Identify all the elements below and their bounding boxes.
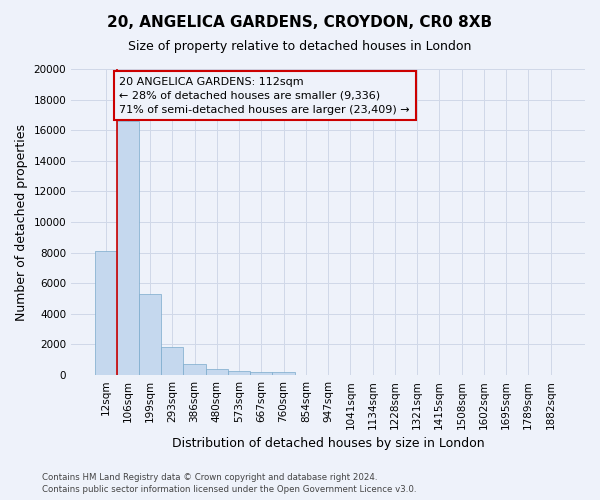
Bar bbox=[184, 364, 206, 375]
Text: Size of property relative to detached houses in London: Size of property relative to detached ho… bbox=[128, 40, 472, 53]
Bar bbox=[206, 369, 228, 375]
Bar bbox=[228, 371, 250, 375]
Text: Contains HM Land Registry data © Crown copyright and database right 2024.
Contai: Contains HM Land Registry data © Crown c… bbox=[42, 472, 416, 494]
Bar bbox=[161, 346, 184, 375]
Bar bbox=[139, 294, 161, 375]
Text: 20 ANGELICA GARDENS: 112sqm
← 28% of detached houses are smaller (9,336)
71% of : 20 ANGELICA GARDENS: 112sqm ← 28% of det… bbox=[119, 76, 410, 114]
Bar bbox=[95, 251, 117, 375]
Bar bbox=[117, 121, 139, 375]
Bar bbox=[272, 372, 295, 375]
Text: 20, ANGELICA GARDENS, CROYDON, CR0 8XB: 20, ANGELICA GARDENS, CROYDON, CR0 8XB bbox=[107, 15, 493, 30]
Y-axis label: Number of detached properties: Number of detached properties bbox=[15, 124, 28, 320]
X-axis label: Distribution of detached houses by size in London: Distribution of detached houses by size … bbox=[172, 437, 484, 450]
Bar bbox=[250, 372, 272, 375]
